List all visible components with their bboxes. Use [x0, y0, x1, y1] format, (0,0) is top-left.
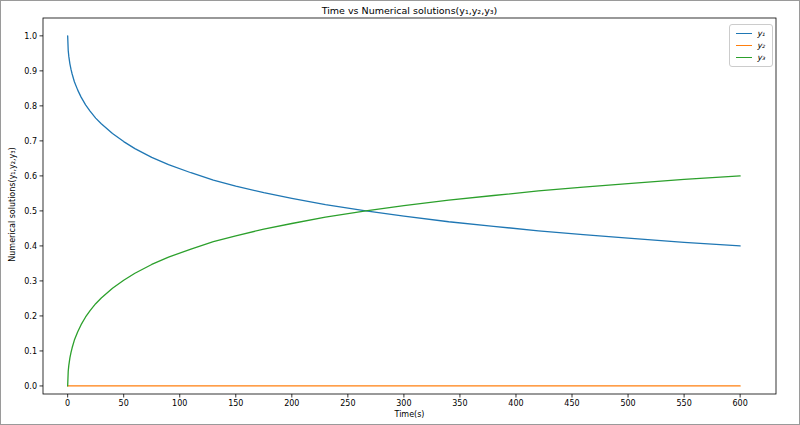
x-axis-label: Time(s): [43, 410, 776, 419]
legend-label-y1: y₁: [757, 29, 765, 38]
figure: Time vs Numerical solutions(y₁,y₂,y₃) 05…: [0, 0, 800, 425]
y-axis-label: Numerical solutions(y₁,y₂,y₃): [8, 55, 17, 355]
legend-line-y3-icon: [736, 57, 752, 58]
svg-text:0.4: 0.4: [24, 242, 37, 251]
svg-text:1.0: 1.0: [24, 32, 37, 41]
plot-area: 0 50 100 150 200 250 300 350 400 450 500 550 600 0.0 0…: [1, 1, 799, 424]
svg-text:0.2: 0.2: [24, 312, 37, 321]
svg-text:350: 350: [452, 399, 467, 408]
svg-text:0.1: 0.1: [24, 347, 37, 356]
svg-text:0: 0: [65, 399, 70, 408]
legend-label-y3: y₃: [757, 53, 765, 62]
legend-label-y2: y₂: [757, 41, 765, 50]
svg-text:0.5: 0.5: [24, 207, 37, 216]
svg-text:250: 250: [340, 399, 355, 408]
svg-text:150: 150: [228, 399, 243, 408]
legend-line-y2-icon: [736, 45, 752, 46]
svg-text:50: 50: [119, 399, 129, 408]
svg-text:450: 450: [564, 399, 579, 408]
svg-text:200: 200: [284, 399, 299, 408]
legend: y₁ y₂ y₃: [729, 24, 773, 67]
svg-text:100: 100: [172, 399, 187, 408]
svg-text:550: 550: [676, 399, 691, 408]
svg-text:0.3: 0.3: [24, 277, 37, 286]
svg-text:0.7: 0.7: [24, 137, 37, 146]
legend-entry-y2: y₂: [736, 41, 765, 50]
svg-text:300: 300: [396, 399, 411, 408]
svg-text:500: 500: [620, 399, 635, 408]
svg-text:0.9: 0.9: [24, 67, 37, 76]
svg-text:400: 400: [508, 399, 523, 408]
svg-text:0.0: 0.0: [24, 382, 37, 391]
svg-text:600: 600: [732, 399, 747, 408]
svg-text:0.8: 0.8: [24, 102, 37, 111]
legend-entry-y3: y₃: [736, 53, 765, 62]
legend-line-y1-icon: [736, 33, 752, 34]
legend-entry-y1: y₁: [736, 29, 765, 38]
svg-text:0.6: 0.6: [24, 172, 37, 181]
